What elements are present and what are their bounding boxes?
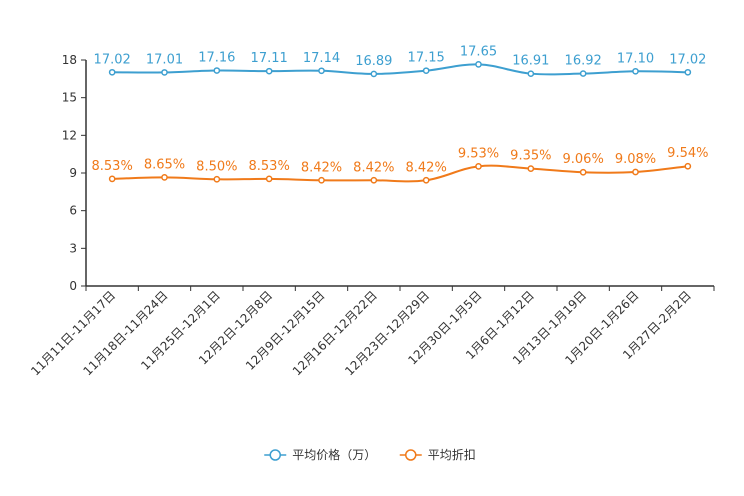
data-label: 9.35% — [510, 149, 551, 164]
data-label: 8.42% — [406, 160, 447, 175]
legend-marker-1 — [405, 449, 417, 461]
data-label: 9.54% — [667, 146, 708, 161]
data-point — [108, 68, 116, 76]
data-point — [213, 175, 221, 183]
data-label: 16.91 — [512, 54, 549, 69]
x-tick-label: 11月11日-11月17日 — [28, 288, 118, 378]
data-point — [161, 69, 168, 76]
data-label: 16.92 — [565, 54, 602, 69]
data-label: 17.11 — [251, 51, 288, 66]
data-label: 17.02 — [669, 52, 706, 67]
data-label: 9.08% — [615, 152, 656, 167]
data-label: 17.15 — [408, 51, 445, 66]
data-point — [265, 175, 273, 183]
data-point — [579, 168, 587, 176]
y-tick-label: 9 — [69, 166, 77, 180]
data-point — [370, 176, 378, 184]
legend-label-0: 平均价格（万） — [292, 447, 376, 462]
data-label: 8.53% — [92, 159, 133, 174]
data-point — [318, 67, 325, 75]
legend-label-1: 平均折扣 — [428, 447, 476, 462]
data-point — [527, 165, 535, 172]
data-point — [684, 162, 692, 170]
data-label: 17.10 — [617, 51, 654, 66]
data-label: 8.53% — [249, 159, 290, 174]
data-label: 17.14 — [303, 51, 340, 66]
data-label: 8.42% — [301, 160, 342, 175]
data-point — [422, 67, 430, 75]
data-point — [213, 67, 221, 74]
legend-marker-0 — [269, 449, 281, 461]
data-label: 16.89 — [355, 54, 392, 69]
data-label: 17.16 — [198, 51, 235, 66]
y-tick-label: 0 — [69, 279, 77, 293]
data-point — [265, 67, 273, 75]
y-tick-label: 18 — [62, 53, 77, 67]
data-point — [108, 175, 116, 183]
data-label: 8.50% — [196, 159, 237, 174]
data-point — [684, 68, 692, 76]
data-point — [422, 176, 430, 184]
data-point — [632, 168, 639, 176]
data-point — [632, 67, 639, 75]
data-point — [370, 70, 378, 78]
data-point — [579, 70, 587, 77]
data-label: 17.65 — [460, 44, 497, 59]
y-tick-label: 15 — [62, 91, 77, 105]
data-label: 8.65% — [144, 157, 185, 172]
y-tick-label: 12 — [62, 128, 77, 142]
y-tick-label: 6 — [69, 204, 77, 218]
data-label: 17.01 — [146, 52, 183, 67]
series-line-0 — [112, 63, 688, 76]
data-label: 8.42% — [353, 160, 394, 175]
data-point — [161, 174, 168, 181]
data-label: 17.02 — [94, 52, 131, 67]
data-point — [318, 176, 325, 184]
data-label: 9.53% — [458, 146, 499, 161]
series-line-1 — [112, 164, 688, 183]
data-point — [475, 61, 482, 68]
data-point — [527, 70, 535, 78]
y-tick-label: 3 — [69, 241, 77, 255]
data-point — [475, 162, 482, 170]
data-label: 9.06% — [563, 152, 604, 167]
